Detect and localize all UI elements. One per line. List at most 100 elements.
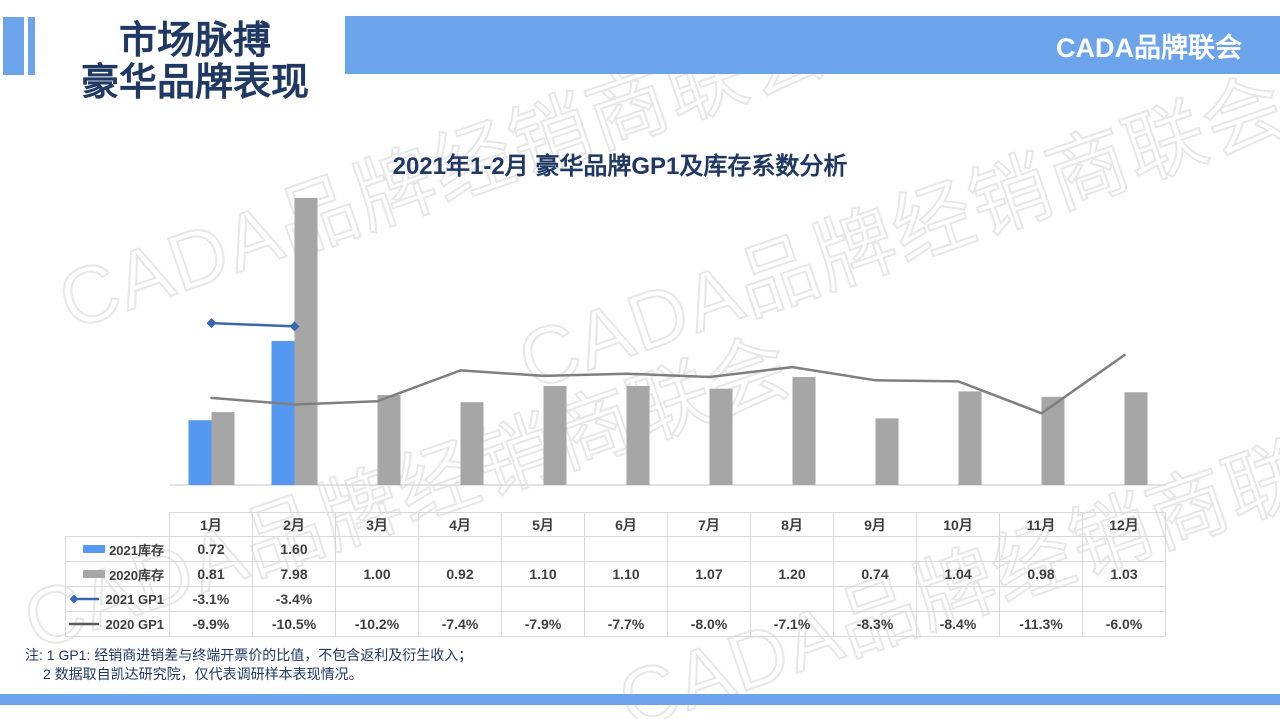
table-value-cell: [1000, 587, 1083, 612]
bar-2020库存: [460, 402, 484, 485]
table-row-label: 2020库存: [65, 562, 170, 587]
footnote-1: 注: 1 GP1: 经销商进销差与终端开票价的比值，不包含返利及衍生收入；: [25, 647, 473, 663]
table-month-header: 7月: [668, 512, 751, 537]
table-value-cell: 0.74: [834, 562, 917, 587]
table-value-cell: 0.92: [419, 562, 502, 587]
table-value-cell: -6.0%: [1083, 612, 1166, 637]
table-value-cell: 1.20: [751, 562, 834, 587]
table-value-cell: [585, 587, 668, 612]
table-value-cell: [917, 537, 1000, 562]
bar-2020库存: [211, 412, 235, 485]
bar-2020库存: [294, 198, 318, 485]
footnotes: 注: 1 GP1: 经销商进销差与终端开票价的比值，不包含返利及衍生收入； 2 …: [25, 646, 472, 684]
table-value-cell: -9.9%: [170, 612, 253, 637]
table-value-cell: -7.4%: [419, 612, 502, 637]
table-value-cell: 1.03: [1083, 562, 1166, 587]
table-month-header: 11月: [1000, 512, 1083, 537]
line-2021 GP1: [210, 321, 296, 328]
bar-2020库存: [626, 386, 650, 485]
table-value-cell: [751, 587, 834, 612]
page-title-line2: 豪华品牌表现: [80, 62, 309, 104]
table-value-cell: [419, 587, 502, 612]
table-value-cell: -3.1%: [170, 587, 253, 612]
table-value-cell: 7.98: [253, 562, 336, 587]
page-title: 市场脉搏 豪华品牌表现: [30, 20, 360, 104]
table-value-cell: [419, 537, 502, 562]
table-value-cell: -10.5%: [253, 612, 336, 637]
table-value-cell: [1083, 587, 1166, 612]
table-value-cell: [502, 537, 585, 562]
bottom-accent-strip: [0, 694, 1280, 705]
table-month-header: 6月: [585, 512, 668, 537]
bar-2020库存: [958, 391, 982, 485]
table-month-header: 12月: [1083, 512, 1166, 537]
page-title-line1: 市场脉搏: [118, 20, 271, 62]
table-value-cell: 1.04: [917, 562, 1000, 587]
table-value-cell: [834, 537, 917, 562]
series-name: 2021库存: [109, 542, 164, 558]
table-value-cell: [336, 537, 419, 562]
table-value-cell: [502, 587, 585, 612]
bar-2020库存: [709, 388, 733, 485]
table-month-header: 5月: [502, 512, 585, 537]
table-month-header: 2月: [253, 512, 336, 537]
bar-2020库存: [875, 418, 899, 485]
table-value-cell: 0.81: [170, 562, 253, 587]
table-value-cell: [585, 537, 668, 562]
table-month-header: 4月: [419, 512, 502, 537]
footnote-2: 2 数据取自凯达研究院，仅代表调研样本表现情况。: [43, 666, 363, 682]
bar-2021库存: [271, 341, 295, 485]
table-value-cell: -7.9%: [502, 612, 585, 637]
table-value-cell: [917, 587, 1000, 612]
bar-2020库存: [543, 386, 567, 485]
header-strip: CADA品牌联会: [345, 16, 1280, 74]
table-value-cell: -10.2%: [336, 612, 419, 637]
legend-line-icon: [67, 619, 101, 629]
table-value-cell: [668, 537, 751, 562]
table-value-cell: 1.00: [336, 562, 419, 587]
data-table: 1月 2月 3月 4月 5月 6月 7月 8月 9月 10月 11月 12月 2021库存 0.72 1.6…: [65, 512, 1166, 637]
table-value-cell: -8.0%: [668, 612, 751, 637]
table-value-cell: -8.4%: [917, 612, 1000, 637]
table-month-header: 1月: [170, 512, 253, 537]
table-month-header: 10月: [917, 512, 1000, 537]
table-value-cell: 0.72: [170, 537, 253, 562]
table-value-cell: [751, 537, 834, 562]
table-value-cell: [1083, 537, 1166, 562]
table-value-cell: 1.10: [585, 562, 668, 587]
bar-2021库存: [188, 420, 212, 485]
table-value-cell: [834, 587, 917, 612]
legend-line-diamond-icon: [67, 594, 101, 604]
series-name: 2021 GP1: [105, 591, 164, 607]
bar-2020库存: [377, 395, 401, 485]
table-value-cell: 1.60: [253, 537, 336, 562]
bar-2020库存: [1124, 392, 1148, 485]
diamond-marker-icon: [206, 318, 217, 329]
bar-2020库存: [1041, 396, 1065, 485]
legend-bar-swatch-icon: [83, 570, 106, 578]
header-accent-block: [3, 17, 24, 75]
line-2020 GP1: [210, 353, 1126, 415]
table-value-cell: -3.4%: [253, 587, 336, 612]
table-value-cell: 0.98: [1000, 562, 1083, 587]
table-month-header: 8月: [751, 512, 834, 537]
table-value-cell: -7.1%: [751, 612, 834, 637]
table-row-label: 2021库存: [65, 537, 170, 562]
org-name: CADA品牌联会: [1056, 32, 1242, 63]
table-value-cell: [1000, 537, 1083, 562]
header-accent-bar: [28, 17, 35, 75]
watermark-text: CADA品牌经销商联会: [507, 59, 1280, 407]
table-value-cell: [336, 587, 419, 612]
table-value-cell: -8.3%: [834, 612, 917, 637]
diamond-marker-icon: [289, 321, 300, 332]
table-month-header: 3月: [336, 512, 419, 537]
series-name: 2020 GP1: [105, 616, 164, 632]
chart-title: 2021年1-2月 豪华品牌GP1及库存系数分析: [392, 153, 848, 180]
table-value-cell: [668, 587, 751, 612]
table-corner-cell: [65, 512, 170, 537]
legend-bar-swatch-icon: [83, 545, 106, 553]
series-name: 2020库存: [109, 567, 164, 583]
table-value-cell: -11.3%: [1000, 612, 1083, 637]
table-value-cell: -7.7%: [585, 612, 668, 637]
